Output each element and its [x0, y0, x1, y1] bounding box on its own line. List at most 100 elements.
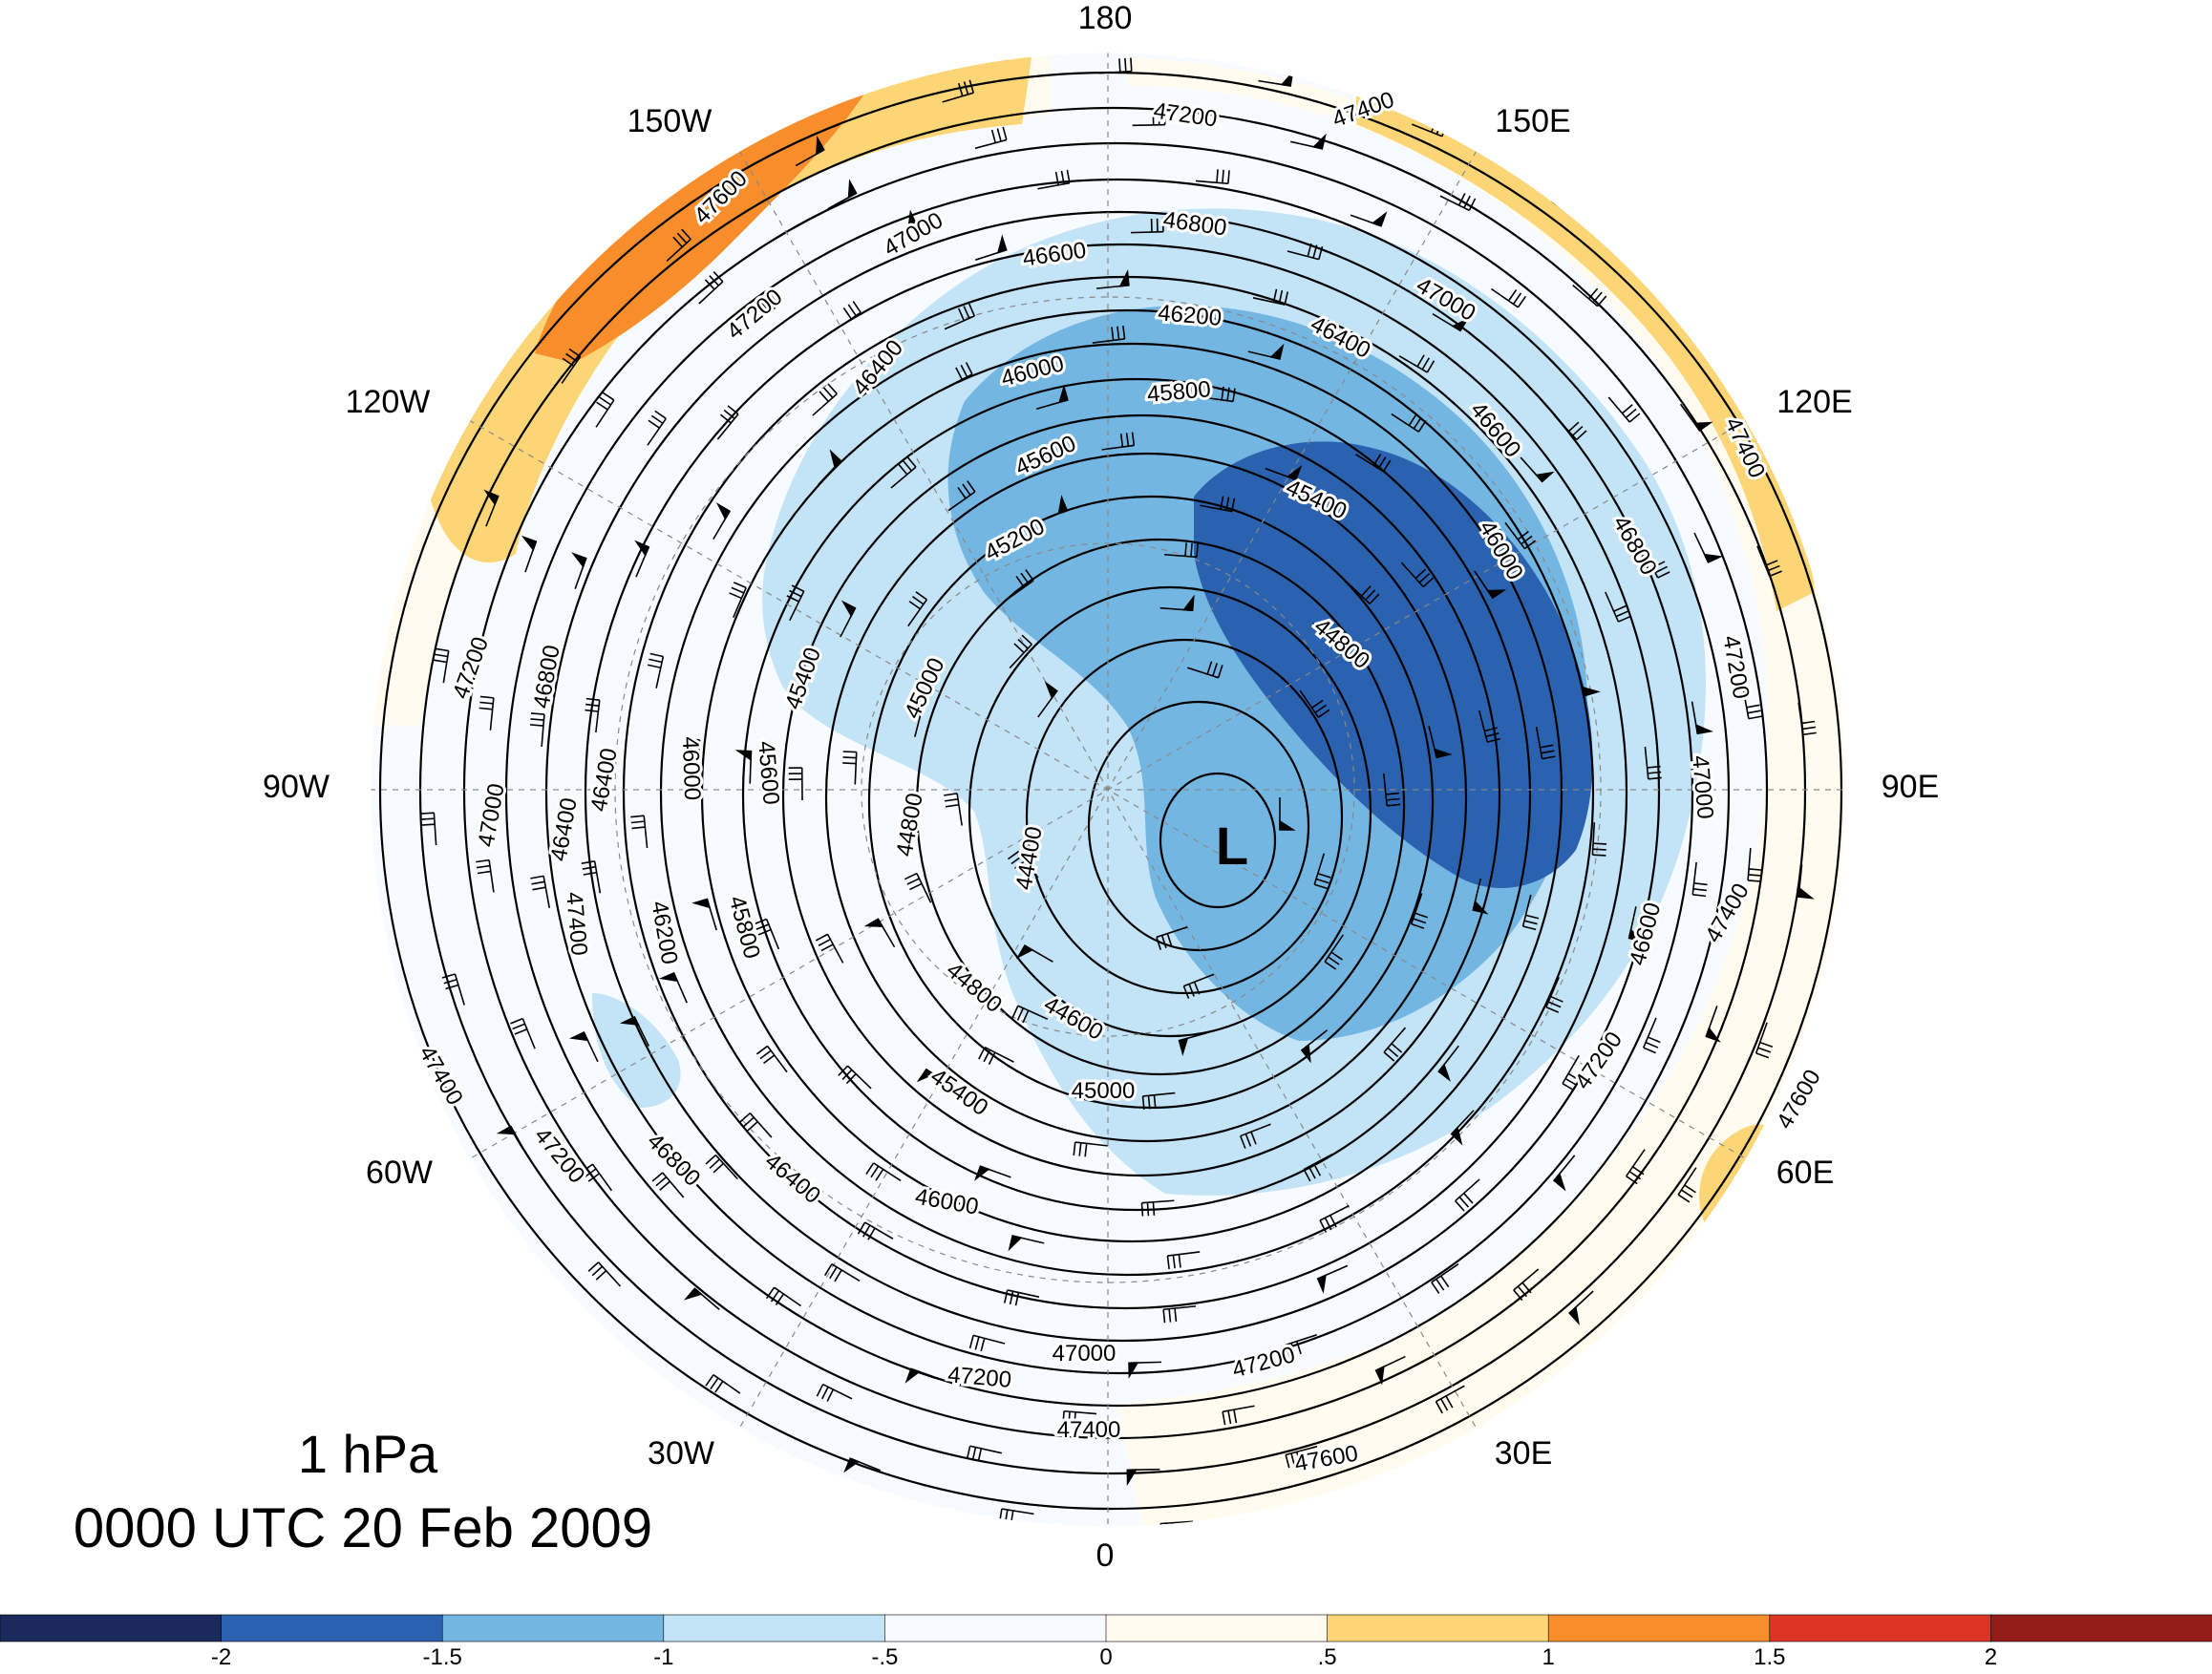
wind-barb — [916, 1068, 954, 1089]
lon-label-150w: 150W — [627, 103, 713, 139]
wind-barb — [1300, 1029, 1329, 1064]
contour-label: 45000 — [1072, 1078, 1136, 1104]
wind-barb — [585, 697, 601, 733]
colorbar-tick-label: 0 — [1099, 1644, 1112, 1670]
contour-ring — [1025, 638, 1344, 995]
colorbar-swatch — [663, 1614, 886, 1642]
wind-barb — [1299, 689, 1330, 718]
wind-barb — [978, 1046, 1014, 1065]
wind-barb — [1605, 591, 1631, 623]
wind-barb — [496, 1125, 528, 1155]
wind-barb — [1797, 702, 1817, 736]
valid-time-label: 0000 UTC 20 Feb 2009 — [74, 1497, 652, 1559]
contour-label: 46000 — [677, 736, 705, 801]
wind-barb — [974, 126, 1008, 150]
wind-barb — [1126, 1468, 1160, 1487]
wind-barb — [1513, 1268, 1540, 1302]
wind-barb — [1521, 894, 1540, 931]
wind-barb — [716, 405, 739, 440]
wind-barb — [561, 348, 582, 384]
wind-barb — [1601, 1332, 1627, 1367]
wind-barb — [904, 872, 932, 903]
longitude-labels: 180 150E 120E 90E 60E 30E 0 30W 60W 90W … — [263, 0, 1939, 1574]
wind-barb — [685, 738, 701, 773]
wind-barb — [1062, 1409, 1097, 1426]
wind-barb — [1128, 1361, 1162, 1380]
wind-barb — [1691, 701, 1713, 735]
wind-barb — [658, 971, 688, 1004]
contour-ring — [544, 210, 1694, 1375]
wind-barb — [1015, 944, 1053, 963]
wind-barb — [904, 1367, 943, 1384]
contour-ring — [1159, 772, 1277, 909]
wind-barb — [1159, 594, 1195, 612]
wind-barb — [1472, 878, 1489, 915]
wind-barb — [647, 652, 665, 689]
wind-barb — [1345, 581, 1380, 604]
lon-label-60w: 60W — [366, 1155, 433, 1191]
contour-ring — [504, 178, 1731, 1408]
wind-barb — [739, 1112, 773, 1138]
contour-ring — [584, 243, 1661, 1343]
contour-ring — [1087, 700, 1310, 952]
wind-barb — [838, 1065, 872, 1090]
wind-barb — [691, 898, 717, 931]
wind-barb — [966, 1445, 1002, 1462]
wind-barb — [1711, 1211, 1732, 1248]
wind-barb — [476, 858, 495, 893]
wind-barb — [1098, 57, 1133, 74]
wind-barb — [1007, 850, 1039, 879]
wind-barb — [1011, 1005, 1049, 1024]
wind-barb — [1156, 926, 1188, 950]
wind-barb — [1092, 325, 1126, 344]
wind-barb — [1290, 133, 1327, 150]
wind-barb — [827, 179, 858, 210]
wind-barb — [1252, 288, 1289, 306]
wind-barb — [1677, 1167, 1697, 1203]
contour-ring — [781, 413, 1501, 1177]
wind-barb — [865, 1162, 902, 1182]
colorbar-swatch — [1105, 1614, 1329, 1642]
wind-barb — [1287, 243, 1324, 261]
anomaly-shading — [370, 52, 1846, 1528]
wind-barb — [1240, 1123, 1271, 1149]
lon-label-120w: 120W — [346, 384, 431, 420]
wind-barb — [1182, 973, 1215, 999]
contour-ring — [824, 452, 1468, 1143]
wind-barb — [729, 582, 747, 618]
wind-barb — [683, 1287, 720, 1310]
shade-strong-positive — [535, 86, 869, 363]
wind-barb — [842, 751, 858, 785]
wind-barb — [857, 1221, 894, 1240]
wind-barb — [529, 712, 545, 748]
wind-barb — [1285, 1445, 1318, 1469]
wind-barb — [890, 456, 917, 489]
wind-barb — [755, 1045, 788, 1073]
contour-label: 47400 — [1057, 1417, 1121, 1443]
wind-barb — [595, 392, 615, 428]
wind-barb — [815, 933, 844, 964]
colorbar-swatch — [0, 1614, 223, 1642]
wind-barb — [1535, 726, 1556, 760]
wind-barb — [1200, 496, 1236, 513]
colorbar-tick-label: 2 — [1985, 1644, 1997, 1670]
wind-barb — [1006, 569, 1034, 601]
colorbar-swatch — [1990, 1614, 2212, 1642]
wind-barb — [1562, 1054, 1581, 1091]
wind-barbs — [420, 57, 1846, 1528]
wind-barb — [1842, 911, 1846, 947]
wind-barb — [1037, 681, 1058, 718]
wind-barb — [1316, 1264, 1349, 1294]
wind-barb — [1008, 1235, 1045, 1252]
wind-barb — [1644, 746, 1662, 780]
wind-barb — [974, 1165, 1011, 1181]
wind-barb — [1693, 532, 1724, 563]
wind-barb — [816, 1383, 853, 1402]
wind-barb — [1324, 934, 1344, 970]
wind-barb — [479, 695, 495, 731]
wind-barb — [581, 1163, 613, 1192]
lon-label-0: 0 — [1096, 1537, 1115, 1574]
contour-ring — [915, 538, 1406, 1076]
wind-barb — [1140, 1199, 1175, 1217]
wind-barb — [433, 647, 450, 684]
